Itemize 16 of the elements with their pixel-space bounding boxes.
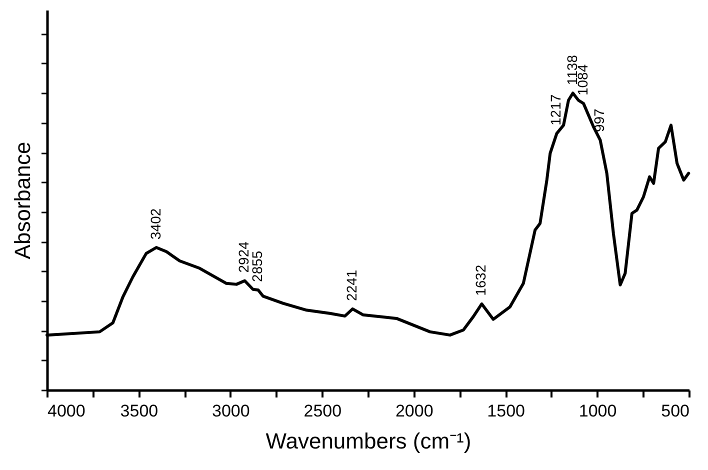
annotation: 1632 <box>472 264 489 296</box>
x-tick-label: 3500 <box>120 402 158 420</box>
x-tick-label: 1500 <box>487 402 525 420</box>
annotation: 2241 <box>344 270 360 301</box>
x-tick-label: 3000 <box>212 402 250 420</box>
x-tick-label: 4000 <box>48 402 86 420</box>
annotation: 2855 <box>249 250 266 282</box>
annotation: 3402 <box>147 208 164 240</box>
x-tick-label: 500 <box>661 402 690 420</box>
y-axis-title: Absorbance <box>10 142 35 260</box>
x-tick-label: 2500 <box>304 402 342 420</box>
x-tick-label: 1000 <box>578 402 617 420</box>
annotation: 1217 <box>548 94 564 126</box>
annotation: 2924 <box>236 241 252 273</box>
x-tick-label: 2000 <box>395 402 434 420</box>
x-axis-title: Wavenumbers (cm⁻¹) <box>266 428 472 454</box>
